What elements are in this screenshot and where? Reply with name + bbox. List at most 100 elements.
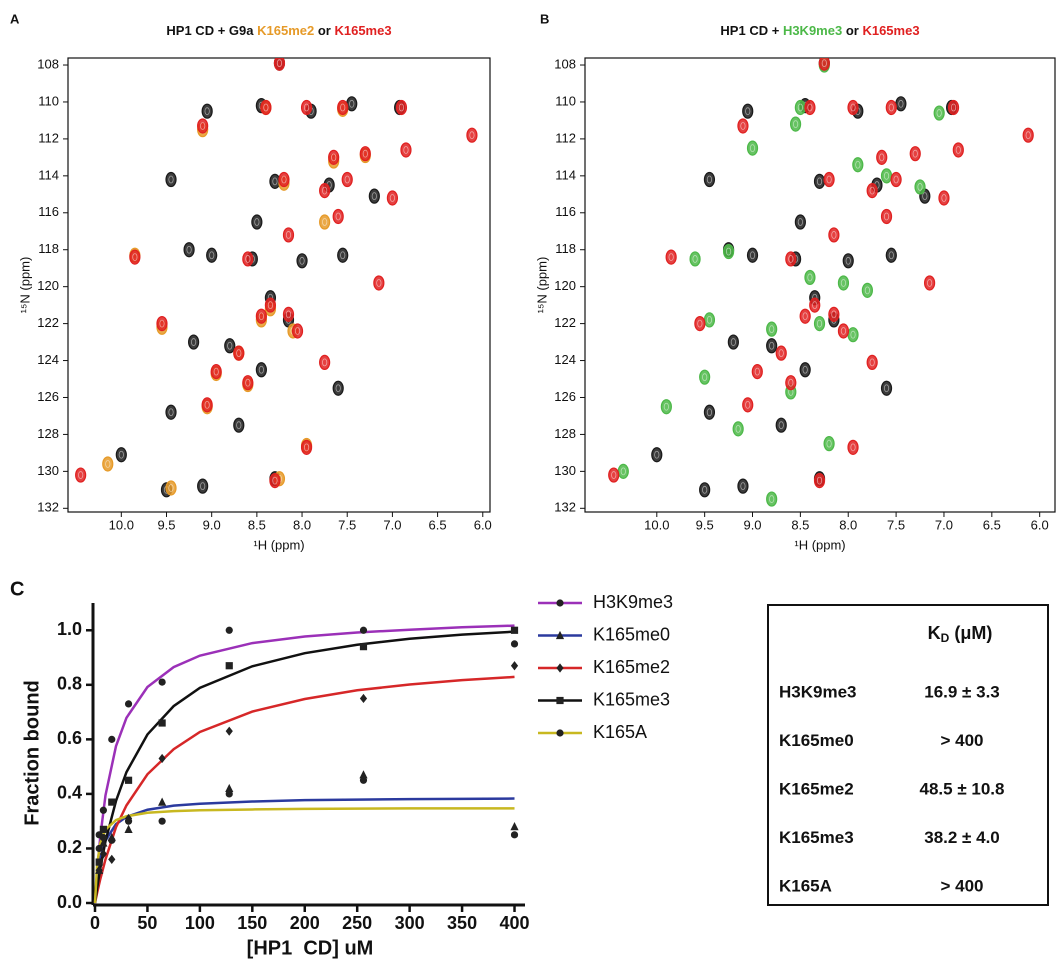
peak-contour bbox=[654, 450, 660, 459]
peak bbox=[727, 334, 739, 350]
peak bbox=[337, 247, 349, 263]
row-value: 38.2 ± 4.0 bbox=[924, 828, 1000, 847]
peak bbox=[373, 275, 385, 291]
peak bbox=[866, 183, 878, 199]
peak-contour bbox=[807, 273, 813, 282]
peak bbox=[809, 297, 821, 313]
peak-contour bbox=[850, 103, 856, 112]
point bbox=[359, 626, 368, 634]
peak-contour bbox=[668, 253, 674, 262]
x-tick-label: 9.5 bbox=[696, 517, 714, 532]
peak-contour bbox=[927, 279, 933, 287]
peak-contour bbox=[950, 103, 957, 112]
title-part: H3K9me3 bbox=[783, 23, 842, 38]
peak-contour bbox=[788, 255, 794, 263]
point bbox=[359, 776, 368, 784]
x-tick-label: 9.5 bbox=[157, 517, 175, 532]
peak bbox=[210, 364, 222, 380]
x-tick-label: 8.5 bbox=[791, 517, 809, 532]
peak-contour bbox=[826, 175, 832, 184]
x-tick-label: 400 bbox=[499, 913, 529, 933]
panel: B HP1 CD + H3K9me3 or K165me3 10.0 9.5 9.0 8.… bbox=[534, 11, 1056, 552]
peak bbox=[608, 467, 620, 483]
row-value: 48.5 ± 10.8 bbox=[920, 779, 1005, 798]
chart-title: HP1 CD + G9a K165me2 or K165me3 bbox=[166, 23, 391, 38]
peak bbox=[319, 354, 331, 370]
y-tick-label: 114 bbox=[555, 167, 576, 182]
peak-contour bbox=[816, 319, 823, 328]
point bbox=[108, 836, 116, 844]
peak bbox=[400, 142, 412, 158]
row-label: K165me0 bbox=[779, 731, 854, 750]
peak-contour bbox=[740, 482, 746, 491]
point bbox=[99, 825, 107, 833]
row-label: K165A bbox=[779, 876, 832, 895]
peak bbox=[933, 105, 945, 121]
peak bbox=[319, 183, 331, 199]
peak-contour bbox=[730, 338, 736, 346]
point bbox=[158, 817, 166, 825]
peak-contour bbox=[735, 424, 741, 433]
peak-contour bbox=[749, 144, 756, 153]
peak bbox=[823, 436, 835, 452]
peak-contour bbox=[797, 218, 803, 226]
peak bbox=[188, 334, 200, 350]
row-value: > 400 bbox=[940, 731, 983, 750]
peak bbox=[337, 99, 349, 116]
peak bbox=[260, 99, 272, 116]
peak bbox=[242, 251, 254, 267]
x-tick-label: 6.0 bbox=[474, 517, 492, 532]
y-tick-label: 126 bbox=[554, 389, 576, 404]
peak bbox=[813, 473, 826, 489]
peak-contour bbox=[276, 59, 283, 68]
peak-contour bbox=[285, 231, 292, 239]
peak-contour bbox=[168, 175, 174, 184]
peak-contour bbox=[236, 349, 242, 358]
peak bbox=[775, 417, 787, 433]
fit-curve bbox=[93, 630, 515, 904]
plot-frame bbox=[584, 57, 1056, 513]
point bbox=[124, 824, 133, 833]
peak bbox=[264, 297, 277, 313]
x-tick-label: 100 bbox=[185, 913, 215, 933]
peak bbox=[282, 227, 295, 243]
peak bbox=[282, 306, 295, 322]
y-tick-label: 132 bbox=[554, 500, 576, 515]
row-label: K165me3 bbox=[779, 828, 854, 847]
peak-contour bbox=[840, 327, 847, 335]
peak bbox=[813, 173, 826, 189]
peak-contour bbox=[227, 341, 233, 350]
peak-contour bbox=[850, 443, 856, 452]
y-tick-label: 110 bbox=[38, 93, 59, 108]
peak bbox=[165, 171, 177, 188]
y-tick-label: 124 bbox=[37, 352, 59, 367]
peak-contour bbox=[236, 421, 242, 430]
peak-contour bbox=[371, 192, 377, 201]
x-tick-label: 8.0 bbox=[293, 517, 311, 532]
y-tick-label: 118 bbox=[38, 241, 59, 256]
peak-contour bbox=[258, 312, 264, 321]
peak bbox=[201, 397, 213, 413]
peak bbox=[703, 312, 716, 328]
peak bbox=[794, 99, 806, 116]
point bbox=[510, 822, 519, 831]
legend-label: K165A bbox=[593, 722, 647, 742]
point bbox=[225, 626, 233, 634]
point bbox=[225, 726, 233, 736]
y-tick-label: 118 bbox=[555, 241, 576, 256]
peak bbox=[828, 306, 840, 322]
peak-contour bbox=[883, 212, 890, 221]
point bbox=[158, 678, 166, 686]
peak bbox=[300, 99, 313, 116]
y-tick-label: 124 bbox=[554, 352, 576, 367]
peak-contour bbox=[362, 149, 368, 158]
x-tick-label: 250 bbox=[342, 913, 372, 933]
peak-contour bbox=[850, 330, 856, 339]
peak-contour bbox=[335, 212, 341, 221]
panel-label: B bbox=[540, 11, 549, 26]
peak bbox=[75, 467, 87, 483]
point bbox=[124, 776, 133, 784]
peak bbox=[341, 171, 353, 188]
peak bbox=[201, 103, 213, 119]
peak-contour bbox=[245, 378, 251, 387]
